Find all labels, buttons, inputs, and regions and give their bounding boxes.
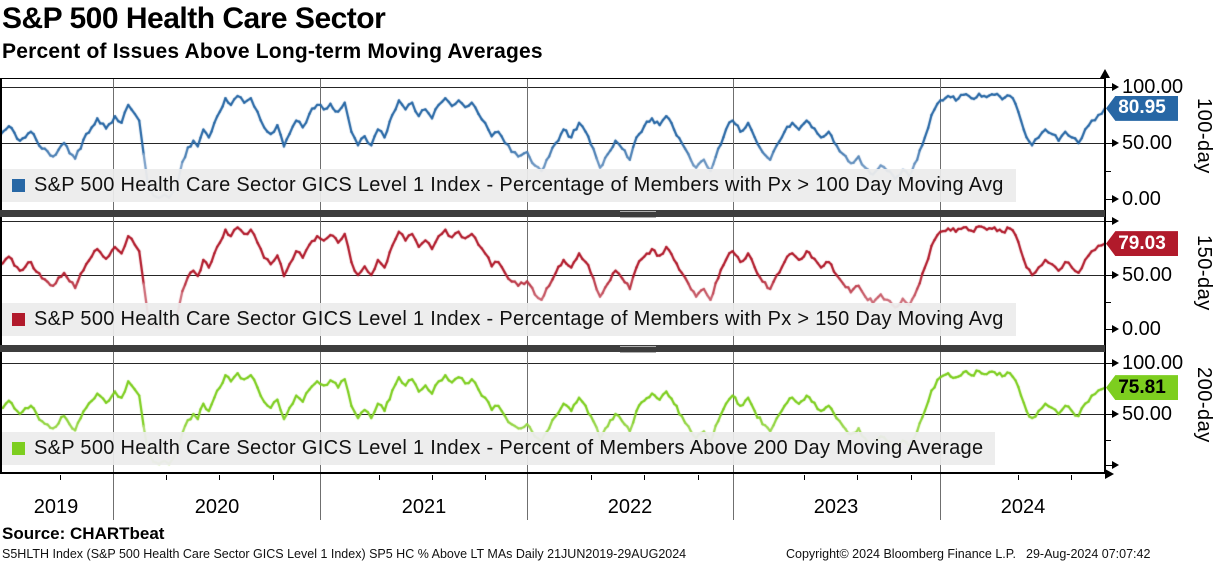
y-tick-label: 0.00 — [1122, 188, 1161, 210]
legend-200day[interactable]: S&P 500 Health Care Sector GICS Level 1 … — [2, 432, 996, 465]
x-minor-tick — [911, 475, 912, 480]
y-tick-arrow-icon — [1112, 271, 1119, 279]
x-axis-year-label: 2019 — [33, 496, 79, 518]
x-minor-tick — [379, 475, 380, 480]
y-minor-tick — [1105, 171, 1111, 172]
x-minor-tick — [432, 475, 433, 480]
x-axis-arrow-icon — [1105, 469, 1114, 479]
y-tick-arrow-icon — [1112, 139, 1119, 147]
y-tick-arrow-icon — [1112, 217, 1119, 225]
y-tick-label: 100.00 — [1122, 76, 1184, 98]
x-minor-tick — [1018, 475, 1019, 480]
y-tick-label: 50.00 — [1122, 132, 1173, 154]
x-axis-year-label: 2023 — [813, 496, 859, 518]
page-title: S&P 500 Health Care Sector — [2, 2, 386, 35]
y-tick-line — [1105, 414, 1116, 415]
footer-timestamp: 29-Aug-2024 07:07:42 — [1026, 547, 1151, 561]
splitter-drag-handle-icon[interactable] — [620, 211, 656, 218]
y-tick-label: 50.00 — [1122, 403, 1173, 425]
footer-security-description: S5HLTH Index (S&P 500 Health Care Sector… — [2, 547, 687, 561]
y-tick-line — [1105, 143, 1116, 144]
panel-splitter-1[interactable] — [0, 210, 1105, 218]
y-tick-line — [1105, 363, 1116, 364]
x-axis-year-label: 2022 — [607, 496, 653, 518]
last-value-tag-150day: 79.03 — [1106, 231, 1178, 257]
x-minor-tick — [857, 475, 858, 480]
x-axis-year-label: 2020 — [194, 496, 240, 518]
y-tick-line — [1105, 221, 1116, 222]
y-tick-line — [1105, 199, 1116, 200]
x-minor-tick — [1071, 475, 1072, 480]
legend-100day[interactable]: S&P 500 Health Care Sector GICS Level 1 … — [2, 169, 1016, 202]
y-tick-label: 50.00 — [1122, 264, 1173, 286]
y-minor-tick — [1105, 302, 1111, 303]
y-tick-line — [1105, 275, 1116, 276]
panel-splitter-2[interactable] — [0, 345, 1105, 353]
legend-150day[interactable]: S&P 500 Health Care Sector GICS Level 1 … — [2, 303, 1016, 336]
x-minor-tick — [804, 475, 805, 480]
panel-title-150day: 150-day — [1193, 235, 1215, 311]
y-tick-label: 100.00 — [1122, 352, 1184, 374]
y-tick-arrow-icon — [1112, 461, 1119, 469]
panel-title-200day: 200-day — [1193, 366, 1215, 443]
x-minor-tick — [60, 475, 61, 480]
panel-title-100day: 100-day — [1193, 98, 1215, 174]
right-y-axis — [1104, 78, 1106, 474]
x-minor-tick — [485, 475, 486, 480]
legend-marker-150day-icon — [12, 313, 25, 326]
footer-copyright: Copyright© 2024 Bloomberg Finance L.P. — [786, 547, 1016, 561]
y-tick-arrow-icon — [1112, 325, 1119, 333]
y-tick-label: 0.00 — [1122, 318, 1161, 340]
x-axis-year-label: 2024 — [1000, 496, 1046, 518]
y-minor-tick — [1105, 439, 1111, 441]
page-subtitle: Percent of Issues Above Long-term Moving… — [2, 40, 543, 63]
x-minor-tick — [273, 475, 274, 480]
legend-label: S&P 500 Health Care Sector GICS Level 1 … — [34, 174, 1004, 196]
y-tick-arrow-icon — [1112, 83, 1119, 91]
x-minor-tick — [166, 475, 167, 480]
legend-marker-200day-icon — [12, 442, 25, 455]
y-tick-arrow-icon — [1112, 195, 1119, 203]
last-value-tag-200day: 75.81 — [1106, 375, 1178, 401]
plot-top-frame — [0, 78, 1105, 79]
legend-label: S&P 500 Health Care Sector GICS Level 1 … — [34, 437, 984, 459]
x-minor-tick — [219, 475, 220, 480]
legend-marker-100day-icon — [12, 179, 25, 192]
y-tick-arrow-icon — [1112, 410, 1119, 418]
plot-left-frame — [0, 78, 2, 473]
x-axis — [0, 472, 1105, 474]
y-tick-arrow-icon — [1112, 359, 1119, 367]
last-value-tag-100day: 80.95 — [1106, 95, 1178, 121]
y-tick-line — [1105, 465, 1116, 466]
x-minor-tick — [644, 475, 645, 480]
splitter-drag-handle-icon[interactable] — [620, 346, 656, 353]
x-axis-year-label: 2021 — [401, 496, 447, 518]
y-axis-arrow-icon — [1100, 69, 1110, 78]
x-minor-tick — [698, 475, 699, 480]
legend-label: S&P 500 Health Care Sector GICS Level 1 … — [34, 308, 1004, 330]
y-tick-line — [1105, 87, 1116, 88]
y-tick-line — [1105, 329, 1116, 330]
source-note: Source: CHARTbeat — [2, 524, 165, 543]
x-minor-tick — [591, 475, 592, 480]
